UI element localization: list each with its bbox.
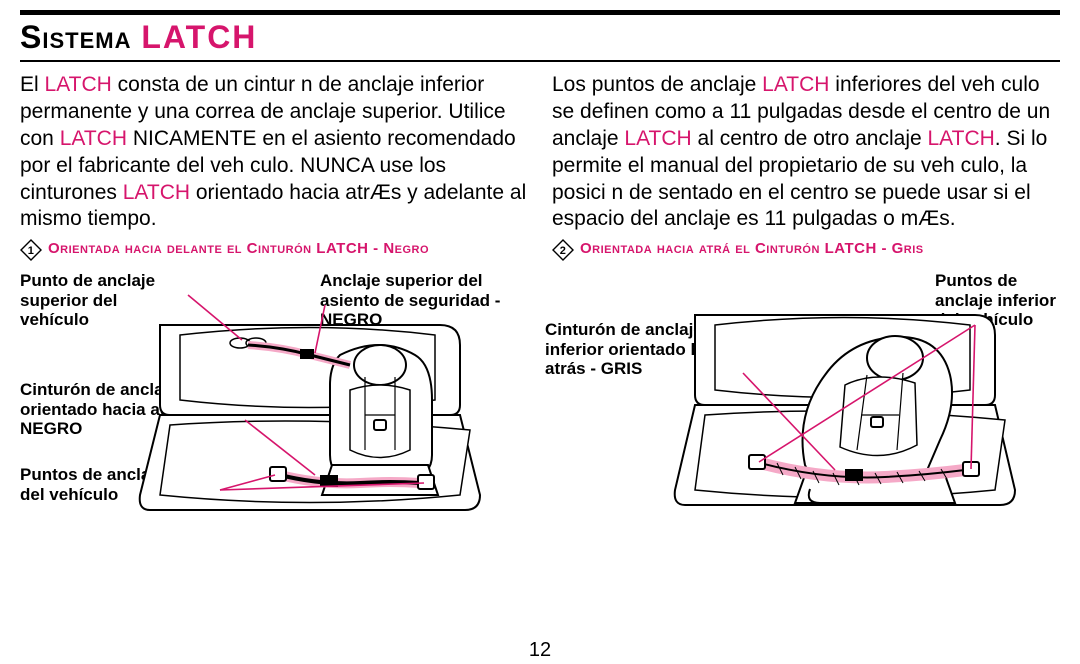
- latch-word: LATCH: [60, 127, 127, 150]
- subhead-left-text: Orientada hacia delante el Cinturón LATC…: [48, 239, 429, 258]
- latch-word: LATCH: [624, 127, 691, 150]
- marker-icon: 2: [552, 239, 574, 261]
- column-right: Los puntos de anclaje LATCH inferiores d…: [552, 72, 1060, 261]
- figure-row: Punto de anclaje superior del vehículo A…: [20, 265, 1060, 565]
- title-word-2: LATCH: [141, 19, 257, 55]
- latch-word: LATCH: [45, 73, 112, 96]
- body-columns: El LATCH consta de un cintur n de anclaj…: [20, 72, 1060, 261]
- page-number: 12: [0, 639, 1080, 662]
- subhead-right: 2 Orientada hacia atrá el Cinturón LATCH…: [552, 239, 1060, 261]
- para-left: El LATCH consta de un cintur n de anclaj…: [20, 73, 526, 230]
- text: El: [20, 73, 45, 96]
- subhead-left: 1 Orientada hacia delante el Cinturón LA…: [20, 239, 528, 261]
- diagram-forward-facing: [20, 265, 540, 565]
- rule-under-title: [20, 60, 1060, 62]
- figure-left: Punto de anclaje superior del vehículo A…: [20, 265, 535, 565]
- marker-icon: 1: [20, 239, 42, 261]
- text: Los puntos de anclaje: [552, 73, 762, 96]
- svg-text:2: 2: [560, 245, 567, 257]
- subhead-right-text: Orientada hacia atrá el Cinturón LATCH -…: [580, 239, 924, 258]
- page-title: Sistema LATCH: [20, 17, 1060, 60]
- page-root: Sistema LATCH El LATCH consta de un cint…: [0, 0, 1080, 664]
- title-word-1: Sistema: [20, 19, 141, 55]
- figure-right: Cinturón de anclaje inferior orientado h…: [545, 265, 1060, 565]
- para-right: Los puntos de anclaje LATCH inferiores d…: [552, 73, 1050, 230]
- text: al centro de otro anclaje: [692, 127, 928, 150]
- latch-word: LATCH: [123, 181, 190, 204]
- latch-word: LATCH: [928, 127, 995, 150]
- rule-top-thick: [20, 10, 1060, 15]
- diagram-rear-facing: [545, 265, 1065, 565]
- latch-word: LATCH: [762, 73, 829, 96]
- column-left: El LATCH consta de un cintur n de anclaj…: [20, 72, 528, 261]
- svg-text:1: 1: [28, 245, 35, 257]
